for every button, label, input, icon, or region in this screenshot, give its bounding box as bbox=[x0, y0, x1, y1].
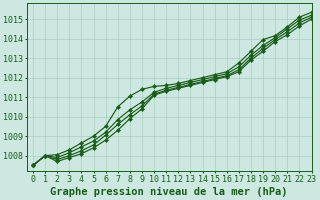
X-axis label: Graphe pression niveau de la mer (hPa): Graphe pression niveau de la mer (hPa) bbox=[51, 186, 288, 197]
